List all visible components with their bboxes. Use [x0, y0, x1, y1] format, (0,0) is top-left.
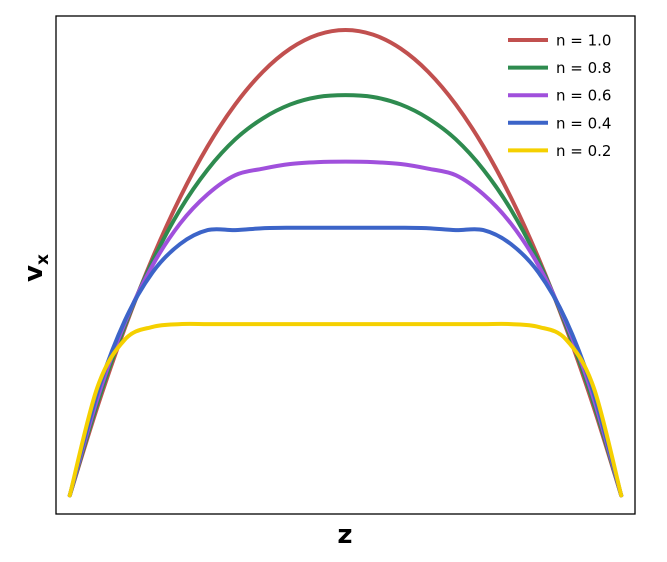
y-axis-label-subscript: x [33, 254, 53, 265]
x-axis-label: z [337, 520, 352, 550]
legend-label: n = 1.0 [556, 32, 611, 50]
y-axis-label-main: v [19, 265, 49, 282]
legend-entry-0: n = 1.0 [508, 32, 611, 50]
legend-label: n = 0.6 [556, 87, 611, 105]
series-line-1 [67, 93, 624, 498]
legend-entry-1: n = 0.8 [508, 59, 611, 77]
series-line-2 [67, 159, 624, 498]
legend-entry-3: n = 0.4 [508, 114, 611, 132]
legend-entry-4: n = 0.2 [508, 142, 611, 160]
series-layer [67, 27, 624, 498]
series-line-3 [67, 225, 624, 498]
legend-label: n = 0.2 [556, 142, 611, 160]
legend-label: n = 0.4 [556, 114, 611, 132]
legend-entry-2: n = 0.6 [508, 87, 611, 105]
plot-frame [55, 15, 636, 515]
legend: n = 1.0 n = 0.8 n = 0.6 n = 0.4 n = 0.2 [508, 32, 611, 160]
y-axis-label: vx [19, 254, 53, 282]
legend-label: n = 0.8 [556, 59, 611, 77]
series-line-4 [67, 321, 624, 498]
